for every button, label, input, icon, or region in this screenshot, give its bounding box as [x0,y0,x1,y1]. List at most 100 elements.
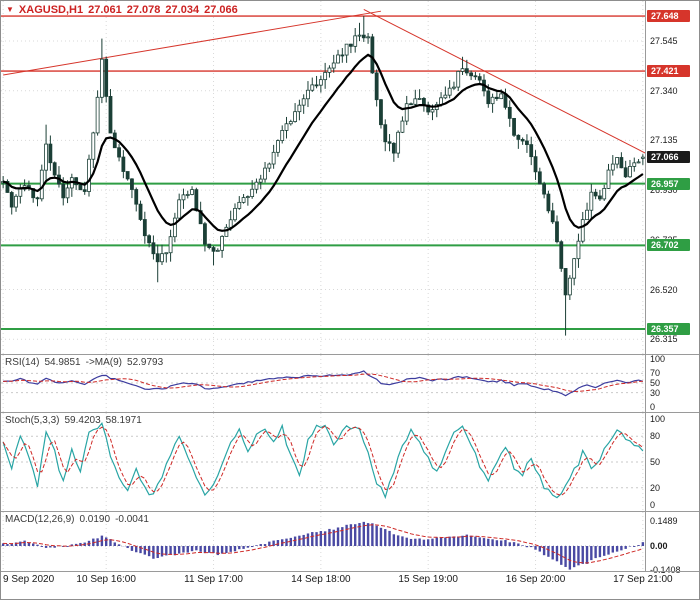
candle [14,195,18,208]
candle [172,217,177,238]
axis-tick: 26.930 [650,185,678,196]
candle [82,189,87,192]
panel-separator[interactable] [1,354,699,355]
candle [542,183,547,195]
candle [18,188,23,197]
candle [529,144,534,158]
candle [520,139,525,142]
candle [276,140,280,153]
candle [615,157,619,165]
candle [469,72,474,77]
macd-panel[interactable] [1,512,645,571]
candle [61,183,66,199]
candle [297,104,302,113]
rsi-value: 54.9851 [44,357,81,368]
candle [190,189,194,195]
candle [499,93,504,100]
candle [447,87,452,96]
candle [383,124,388,143]
candle [263,167,267,180]
ohlc-open: 27.061 [88,4,122,16]
candle [421,98,426,106]
candle [550,210,555,223]
rsi-ma-value: 52.9793 [127,357,164,368]
candle [537,171,542,185]
candle [250,188,255,197]
candle [301,98,306,106]
candle [117,147,121,158]
macd-label: MACD(12,26,9) [5,514,75,525]
candle [490,96,495,105]
axis-tick: 0 [650,402,656,412]
candle [48,143,53,164]
axis-tick: 30 [650,387,661,398]
candle [546,193,551,212]
candle [87,158,91,192]
candle [340,54,345,57]
axis-tick: 26.315 [650,334,678,345]
panel-separator[interactable] [1,412,699,413]
candle [464,68,469,74]
candle [576,240,581,260]
stochastic-canvas [1,413,645,511]
candle [203,223,207,245]
symbol-title: XAGUSD,H1 [18,4,84,16]
axis-tick: 27.135 [650,135,678,146]
candle [220,235,225,251]
candle [396,131,401,154]
candlestick-canvas [1,1,645,355]
panel-separator[interactable] [1,511,699,512]
candle [563,268,568,296]
candle [245,196,250,198]
ohlc-low: 27.034 [165,4,200,16]
candle [177,199,182,219]
stoch-label: Stoch(5,3,3) [5,415,60,426]
candle [413,98,418,105]
candle [35,197,40,200]
axis-tick: 0.1489 [650,515,678,526]
candle [271,151,276,165]
candle [585,209,589,221]
price-axis[interactable]: 27.54527.34027.13526.93026.72526.52026.3… [646,1,699,575]
axis-tick: 100 [650,354,666,364]
candle [5,181,10,193]
candle [207,243,212,248]
candle [331,62,336,69]
candle [194,189,199,212]
candle [640,156,645,159]
candle [327,67,332,73]
candle [104,58,109,97]
candle [361,34,366,39]
candle [344,43,349,56]
candle [130,178,134,190]
time-tick: 16 Sep 20:00 [505,574,566,585]
time-axis[interactable]: 9 Sep 2020 10 Sep 16:00 11 Sep 17:00 14 Sep… [1,574,699,596]
symbol-marker-icon: ▼ [6,5,14,14]
candle [323,72,328,81]
candle [151,242,156,255]
panel-separator [1,571,699,572]
candle [314,84,319,87]
candle [460,68,465,72]
rsi-panel[interactable] [1,355,645,412]
candle [125,171,130,180]
candle [349,43,353,47]
candle [370,36,375,74]
main-price-chart[interactable] [1,1,645,355]
candle [288,121,293,125]
time-tick: 17 Sep 21:00 [613,574,673,585]
candle [353,35,358,47]
stochastic-panel[interactable] [1,413,645,511]
price-axis-separator [645,1,646,572]
candle [357,34,362,37]
candle [606,169,611,189]
candle [525,140,529,145]
candle [293,111,297,122]
candle [572,258,577,279]
candle [211,247,216,252]
candle [95,96,100,134]
candle [391,142,396,154]
stoch-signal-value: 58.1971 [105,415,142,426]
candle [258,178,263,183]
